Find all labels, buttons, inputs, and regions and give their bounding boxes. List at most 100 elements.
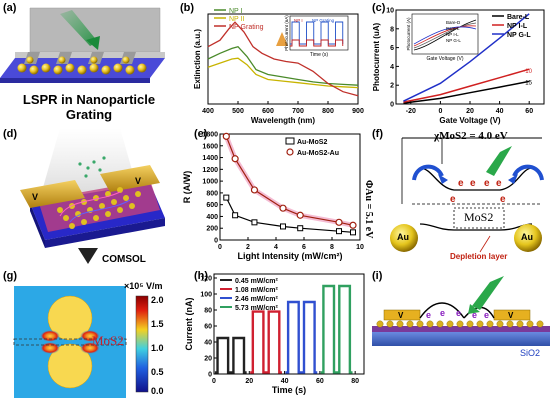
panel-label: (d) [3, 128, 18, 140]
x-tick-label: 0 [212, 378, 216, 385]
comsol-label: COMSOL [102, 254, 146, 265]
y-tick-label: 6 [390, 45, 394, 52]
series-line-au-mos2 [225, 197, 354, 233]
svg-text:e: e [500, 194, 506, 205]
data-point [280, 223, 286, 230]
x-tick-label: 600 [262, 108, 274, 115]
legend-label: Au-MoS2 [297, 139, 327, 146]
x-tick-label: 500 [232, 108, 244, 115]
gate-voltage-photocurrent-chart: -20 0 20 40 60 0 2 4 6 8 10 Gate Voltage (V) Photocu… [372, 8, 545, 125]
inset-legend-label: NP I [294, 18, 303, 23]
y-tick-label: 400 [206, 214, 218, 221]
svg-text:e: e [426, 310, 431, 320]
panel-label: (i) [372, 270, 383, 282]
inset-curve [413, 26, 477, 45]
x-tick-label: 60 [525, 108, 533, 115]
y-tick-label: 40 [204, 340, 212, 347]
legend-label: NP Grating [229, 24, 264, 31]
y-tick-label: 10 [386, 8, 394, 15]
legend-label: 2.46 mW/cm² [235, 296, 278, 303]
inset-curve [413, 19, 477, 51]
legend-swatch [285, 137, 295, 145]
svg-text:e: e [484, 310, 489, 320]
legend-label: 5.73 mW/cm² [235, 305, 278, 312]
x-tick-label: 60 [316, 378, 324, 385]
panel-e: (e) 0 2 4 6 8 10 0 200 400 600 800 1000 1200 1400 1600… [180, 128, 370, 268]
x-tick-label: 800 [322, 108, 334, 115]
inset-y-label: Photocurrent (nA) [284, 15, 289, 51]
panel-label: (f) [372, 128, 383, 140]
svg-text:e: e [484, 178, 490, 189]
inset-legend-label: NP Grating [312, 18, 335, 23]
x-tick-label: 0 [218, 244, 222, 251]
sio2-label: SiO2 [520, 348, 541, 358]
panel-f: (f) e e e e [363, 128, 550, 268]
legend-label: NP II [229, 16, 244, 23]
au-left-particle [390, 224, 418, 252]
inset-curve [413, 25, 477, 47]
colorbar-tick: 0.0 [151, 386, 164, 396]
y-axis-label: Extinction (a.u.) [193, 29, 202, 89]
gold-nanoparticles [17, 56, 147, 75]
svg-text:V: V [32, 192, 38, 202]
depletion-layer-label: Depletion layer [450, 252, 508, 261]
x-tick-label: 8 [330, 244, 334, 251]
x-tick-label: 20 [466, 108, 474, 115]
y-tick-label: 1600 [202, 143, 218, 150]
panel-label: (e) [194, 128, 208, 140]
x-tick-label: 4 [274, 244, 278, 251]
svg-text:e: e [440, 308, 445, 318]
series-line-np-ii [207, 57, 359, 89]
series-line-0-45 [214, 336, 247, 374]
x-axis-label: Wavelength (nm) [251, 116, 315, 125]
inset-legend-label: Bare-D [446, 20, 461, 25]
panel-label: (g) [3, 270, 18, 282]
panel-label: (h) [194, 270, 209, 282]
x-tick-label: 2 [246, 244, 250, 251]
responsivity-chart: 0 2 4 6 8 10 0 200 400 600 800 1000 1200 1400 1600 1800… [182, 132, 364, 262]
series-line-np-i-l [403, 68, 530, 103]
colorbar-tick: 2.0 [151, 295, 164, 305]
colorbar-tick: 1.0 [151, 343, 164, 353]
y-tick-label: 100 [200, 292, 212, 299]
y-tick-label: 80 [204, 308, 212, 315]
x-axis-label: Gate Voltage (V) [439, 116, 501, 125]
enhancement-arrow [276, 32, 288, 46]
x-axis-label: Time (s) [272, 385, 306, 395]
panel-a-caption: LSPR in Nanoparticle Grating [22, 92, 156, 122]
annotation: ~10 [522, 69, 533, 75]
inset-curve [413, 22, 477, 49]
colorbar-title: ×10⁵ V/m [124, 281, 163, 291]
panel-c: (c) -20 0 20 40 60 0 2 4 6 8 10 Gate Voltage (V) Pho… [372, 0, 550, 130]
x-tick-label: 0 [438, 108, 442, 115]
y-tick-label: 2 [390, 83, 394, 90]
series-line-np-grating [207, 21, 359, 97]
legend-label: NP I [229, 8, 243, 15]
y-tick-label: 1200 [202, 167, 218, 174]
svg-text:V: V [135, 176, 141, 186]
y-tick-label: 200 [206, 226, 218, 233]
plot-frame [219, 133, 361, 241]
y-tick-label: 0 [208, 372, 212, 379]
extinction-spectrum-chart: 400 500 600 700 800 900 Wavelength (nm) Extinct… [193, 8, 364, 125]
y-axis-label: Photocurrent (uA) [372, 22, 381, 91]
y-axis-label: Current (nA) [184, 298, 194, 351]
inset-frame [411, 13, 479, 55]
inset-y-label: Photocurrent (A) [406, 17, 411, 51]
panel-label: (a) [3, 2, 17, 14]
data-point [223, 194, 230, 201]
data-point [250, 186, 259, 194]
y-tick-label: 1000 [202, 179, 218, 186]
colorbar-tick: 1.5 [151, 319, 164, 329]
legend-label: Bare-L [507, 14, 530, 21]
y-tick-label: 20 [204, 356, 212, 363]
svg-text:e: e [496, 178, 502, 189]
x-tick-label: 900 [352, 108, 364, 115]
x-tick-label: 10 [356, 244, 364, 251]
y-tick-label: 8 [390, 26, 394, 33]
svg-text:e: e [470, 178, 476, 189]
series-line-5-73 [320, 284, 353, 374]
x-axis-label: Light Intensity (mW/cm²) [238, 251, 343, 261]
photoswitching-chart: 0 20 40 60 80 0 20 40 60 80 100 120 Time (s) Current … [184, 273, 365, 395]
data-point [296, 211, 304, 219]
